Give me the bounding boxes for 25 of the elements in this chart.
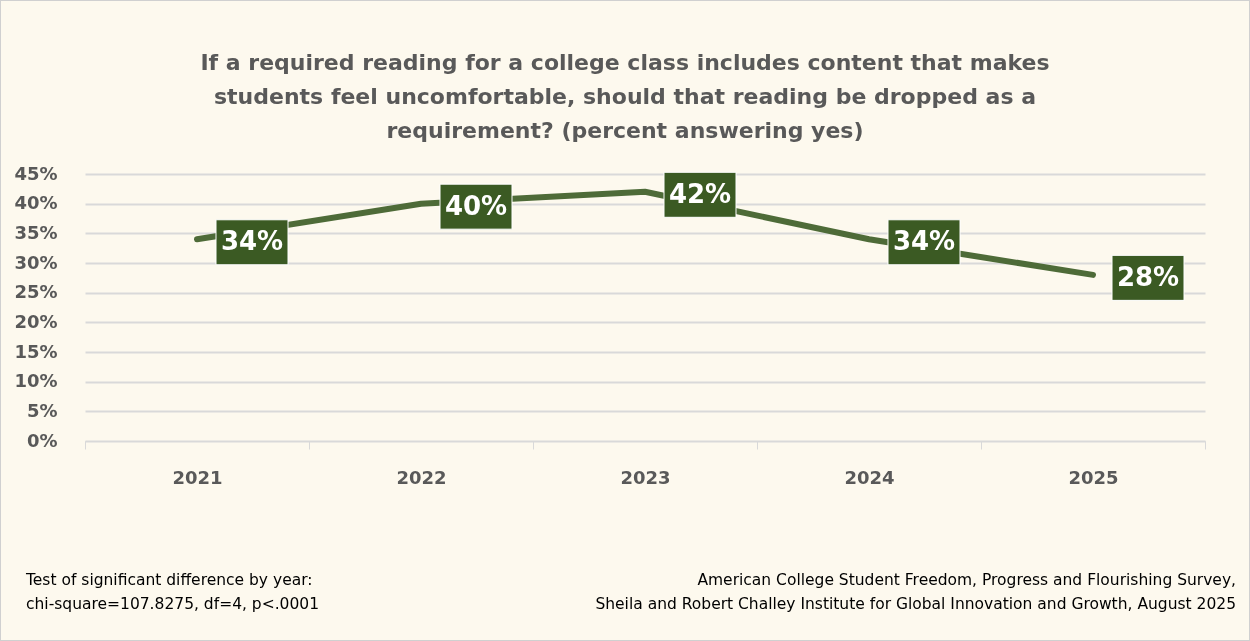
x-tick-label: 2024	[844, 466, 895, 488]
chart-title: If a required reading for a college class includes content that makes students feel uncomfortable, should that reading be dropped as a requirement? (percent answering yes)	[199, 49, 1051, 145]
y-tick-label: 10%	[14, 370, 58, 392]
data-label: 42%	[668, 178, 732, 209]
y-tick-label: 20%	[14, 310, 58, 332]
data-label: 28%	[1116, 261, 1180, 292]
text: American College Student Freedom, Progress and Flourishing Survey,	[696, 570, 1236, 591]
text: chi-square=107.8275, df=4, p<.0001	[26, 594, 320, 615]
text: Test of significant difference by year:	[26, 570, 314, 591]
y-tick-label: 35%	[14, 221, 58, 243]
y-tick-label: 15%	[14, 340, 58, 362]
y-tick-label: 25%	[14, 281, 58, 303]
y-tick-label: 0%	[26, 429, 58, 451]
x-tick-label: 2022	[396, 466, 447, 488]
y-tick-label: 40%	[14, 192, 58, 214]
x-tick-label: 2021	[172, 466, 223, 488]
data-label: 34%	[892, 226, 956, 257]
data-label: 34%	[220, 226, 284, 257]
y-tick-label: 45%	[14, 162, 58, 184]
data-label: 40%	[444, 190, 508, 221]
y-tick-label: 5%	[26, 399, 58, 421]
y-tick-label: 30%	[14, 251, 58, 273]
text: Sheila and Robert Challey Institute for Global Innovation and Growth, August 2025	[595, 594, 1236, 615]
x-tick-label: 2025	[1068, 466, 1119, 488]
x-tick-label: 2023	[620, 466, 671, 488]
